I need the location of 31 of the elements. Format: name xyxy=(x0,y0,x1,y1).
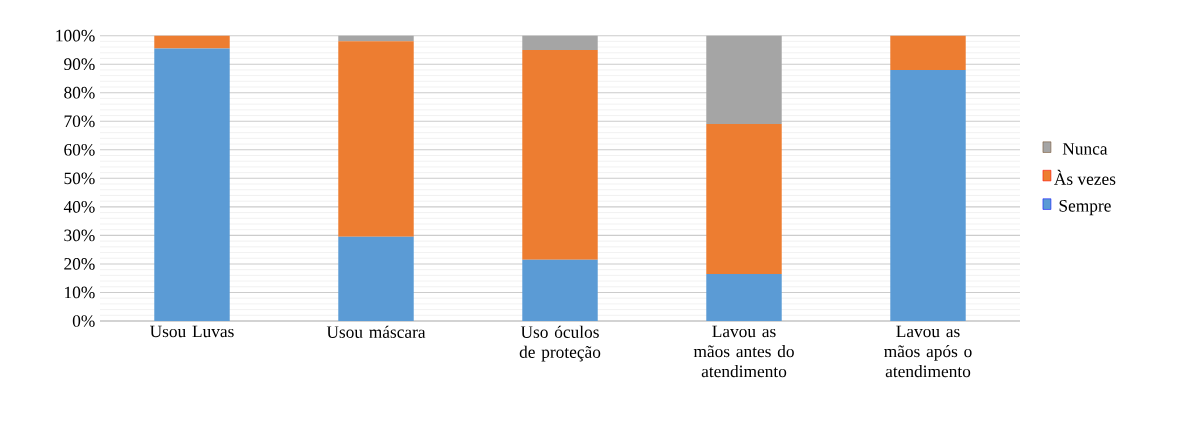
legend-label: Às vezes xyxy=(1054,169,1116,185)
bar xyxy=(522,259,598,321)
bar xyxy=(706,35,782,125)
bar xyxy=(890,69,966,321)
y-tick-label: 0% xyxy=(72,315,95,327)
y-tick-label: 60% xyxy=(64,143,95,156)
legend-label: Nunca xyxy=(1062,143,1108,155)
bar xyxy=(338,236,414,321)
legend-label: Sempre xyxy=(1059,200,1111,216)
y-tick-label: 10% xyxy=(65,286,95,299)
y-tick-label: 80% xyxy=(64,86,95,99)
bar xyxy=(522,49,598,260)
y-tick-label: 70% xyxy=(64,115,95,128)
bar xyxy=(522,35,598,50)
x-tick-label: Lavou as mãos após o atendimento xyxy=(884,325,972,378)
x-tick-label: Usou Luvas xyxy=(149,325,234,338)
bar xyxy=(706,124,782,274)
bar xyxy=(338,41,414,237)
y-tick-label: 100% xyxy=(56,29,95,42)
x-tick-label: Lavou as mãos antes do atendimento xyxy=(693,325,794,378)
y-tick-label: 40% xyxy=(63,200,95,213)
x-tick-label: Usou máscara xyxy=(326,325,426,338)
bar xyxy=(706,273,782,321)
bar xyxy=(890,35,966,70)
y-tick-label: 30% xyxy=(64,229,95,242)
y-tick-label: 50% xyxy=(64,172,95,185)
y-tick-label: 90% xyxy=(64,58,95,71)
bar xyxy=(154,35,230,49)
x-tick-label: Uso óculos de proteção xyxy=(519,325,601,362)
y-tick-label: 20% xyxy=(64,258,95,270)
bar xyxy=(154,48,230,321)
